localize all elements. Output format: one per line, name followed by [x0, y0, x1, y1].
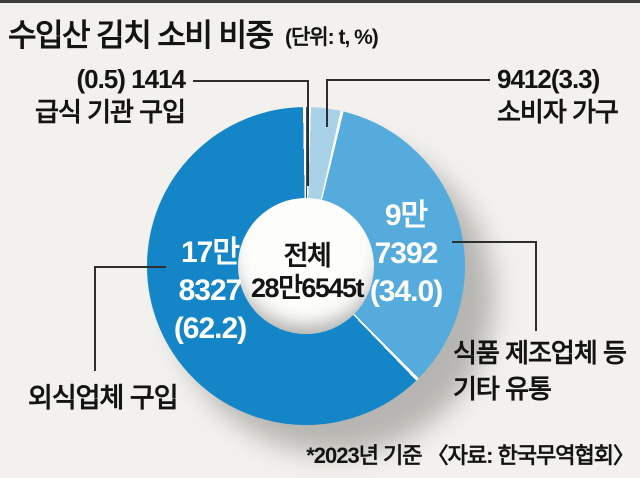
label-total: 전체 28만6545t: [233, 240, 381, 304]
leader-line-restaurant-v: [94, 266, 96, 371]
label-consumer: 9412(3.3) 소비자 가구: [497, 63, 637, 129]
donut-center-disc: [238, 198, 374, 334]
label-consumer-name: 소비자 가구: [497, 97, 619, 127]
leader-line-foodservice-h: [193, 80, 309, 82]
label-restaurant-slice: 17만 8327 (62.2): [135, 234, 285, 348]
manufacturer-percent: (34.0): [369, 275, 443, 308]
label-restaurant: 외식업체 구입: [28, 382, 208, 415]
label-foodservice-name: 급식 기관 구입: [35, 97, 186, 127]
top-border-rule: [0, 0, 640, 3]
leader-line-manufacturer-h: [452, 241, 537, 243]
label-consumer-value: 9412(3.3): [497, 64, 600, 94]
header: 수입산 김치 소비 비중 (단위: t, %): [8, 10, 379, 55]
leader-line-consumer-h: [326, 79, 490, 81]
leader-line-consumer-v: [326, 79, 328, 127]
source-note: *2023년 기준 〈자료: 한국무역협회〉: [306, 443, 635, 468]
label-foodservice-value: (0.5) 1414: [76, 64, 186, 94]
page-title: 수입산 김치 소비 비중: [8, 18, 274, 53]
restaurant-value-1: 17만: [181, 236, 240, 269]
unit-note: (단위: t, %): [284, 26, 379, 49]
label-manufacturer: 식품 제조업체 등 기타 유통: [453, 335, 640, 407]
leader-line-foodservice-v: [307, 80, 309, 186]
leader-line-restaurant-h: [94, 266, 166, 268]
manufacturer-value-2: 7392: [374, 237, 439, 270]
label-foodservice: (0.5) 1414 급식 기관 구입: [15, 63, 186, 129]
label-manufacturer-name-1: 식품 제조업체 등: [453, 338, 627, 368]
label-manufacturer-name-2: 기타 유통: [453, 374, 552, 404]
manufacturer-value-1: 9만: [384, 199, 428, 232]
restaurant-percent: (62.2): [173, 312, 247, 345]
label-restaurant-name: 외식업체 구입: [28, 383, 179, 413]
label-manufacturer-slice: 9만 7392 (34.0): [331, 197, 481, 311]
total-caption: 전체: [283, 241, 332, 271]
total-value: 28만6545t: [251, 273, 364, 303]
restaurant-value-2: 8327: [178, 274, 243, 307]
leader-line-manufacturer-v: [535, 241, 537, 331]
